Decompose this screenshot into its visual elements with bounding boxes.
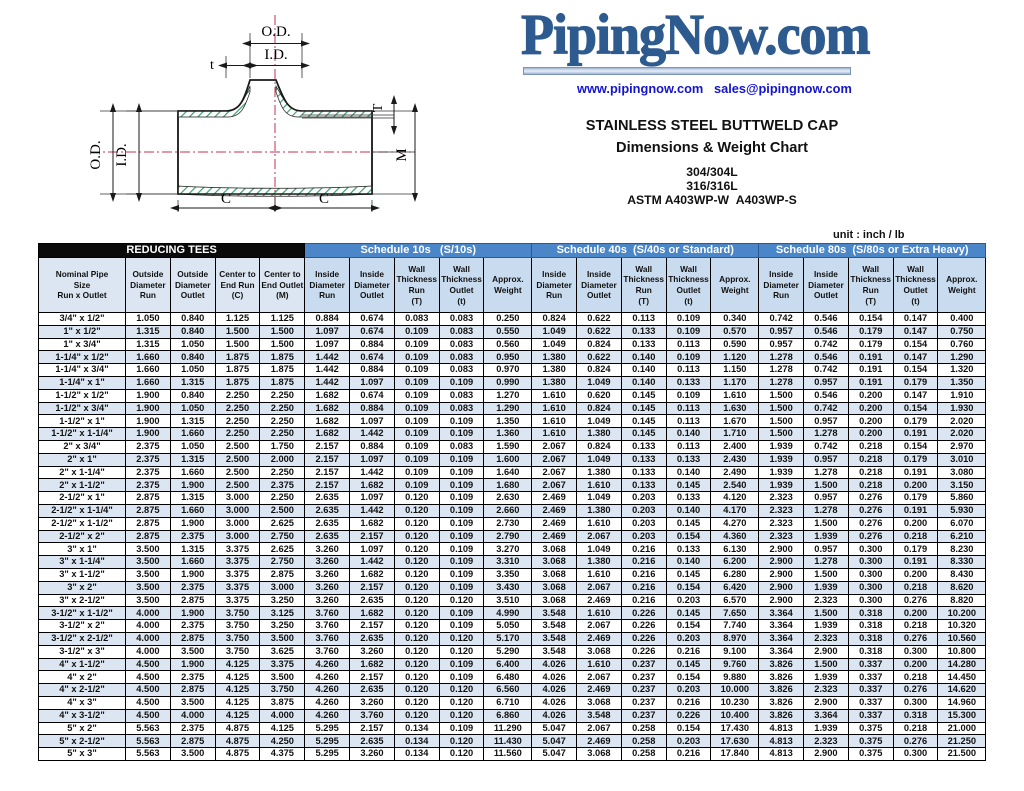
svg-text:I.D.: I.D. (264, 47, 287, 63)
svg-text:C: C (221, 191, 231, 207)
svg-text:I.D.: I.D. (114, 143, 130, 166)
svg-text:T: T (371, 103, 386, 112)
svg-text:O.D.: O.D. (88, 140, 104, 169)
svg-text:O.D.: O.D. (261, 24, 290, 40)
svg-text:t: t (210, 58, 214, 73)
svg-text:M: M (394, 148, 410, 161)
svg-text:C: C (319, 191, 329, 207)
